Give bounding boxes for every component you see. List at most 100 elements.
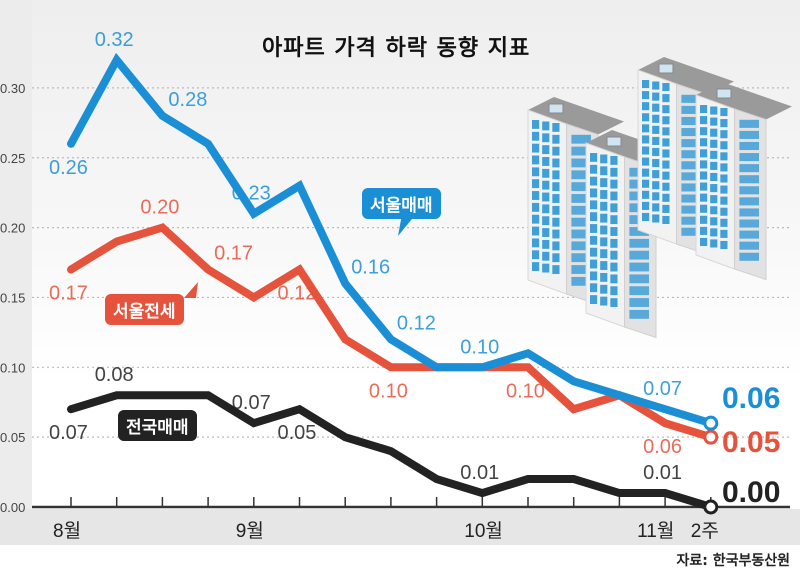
building-window [720, 229, 728, 238]
rooftop-unit [716, 88, 732, 99]
building-window [720, 174, 728, 183]
building-window [681, 150, 701, 159]
data-labels: 0.26 0.32 0.28 0.23 0.16 0.12 0.10 0.07 0.06 0.17… [49, 29, 780, 509]
building-window [600, 237, 608, 247]
building-window [739, 208, 759, 217]
building-window [739, 153, 759, 162]
building-window [600, 190, 608, 199]
building-window [720, 141, 728, 150]
building-window [542, 192, 550, 202]
building-window [600, 272, 608, 282]
legend-tag-pointer [184, 282, 198, 298]
legend-tag-national-sales: 전국매매 [118, 410, 197, 441]
building-window [542, 180, 550, 190]
building-window [532, 167, 540, 177]
x-tick-label: 8월 [53, 520, 81, 542]
building-window [642, 179, 650, 188]
building-window [739, 141, 759, 151]
building-window [700, 116, 708, 125]
building-window [681, 227, 701, 236]
building-window [720, 130, 728, 139]
building-window [710, 195, 718, 204]
building-window [600, 225, 608, 235]
building-window [652, 81, 660, 90]
data-label: 0.17 [49, 283, 88, 305]
legend-tag-pointer [398, 214, 416, 236]
y-axis-ticks: 0.00 0.05 0.10 0.15 0.20 0.25 0.30 [0, 81, 25, 515]
data-label: 0.07 [49, 422, 88, 444]
series-lines [67, 52, 719, 515]
building-window [552, 265, 560, 274]
building-window [532, 143, 540, 153]
building-window [571, 217, 591, 227]
building-window [662, 182, 670, 191]
building-window [720, 196, 728, 205]
building-window [652, 114, 660, 123]
y-tick-label: 0.00 [0, 500, 25, 515]
building-window [662, 160, 670, 169]
building-window [642, 102, 650, 111]
building-window [600, 178, 608, 188]
end-value-label: 0.00 [722, 476, 780, 509]
building-window [629, 298, 649, 307]
building-window [681, 205, 701, 214]
building-window [590, 271, 598, 281]
building-window [532, 155, 540, 165]
building-window [652, 92, 660, 101]
building-window [652, 136, 660, 145]
building-window [720, 163, 728, 172]
building-window [571, 134, 591, 144]
building-window [552, 217, 560, 227]
building-window [681, 94, 701, 103]
legend-tag-seoul-sales: 서울매매 [362, 188, 441, 219]
rooftop-unit [658, 63, 674, 74]
building-window [571, 194, 591, 203]
building-window [532, 238, 540, 248]
data-label: 0.28 [168, 89, 207, 111]
building-window [681, 161, 701, 170]
building-window [600, 213, 608, 223]
series-line-seoul_sales [67, 52, 715, 428]
building-window [629, 309, 649, 319]
building-window [590, 176, 598, 186]
building-window [739, 130, 759, 139]
building-window [681, 116, 701, 126]
building-window [700, 127, 708, 136]
line-chart: 0.00 0.05 0.10 0.15 0.20 0.25 0.30 8월 9월 10월 11월 2… [0, 29, 792, 542]
building-window [739, 186, 759, 195]
building-window [652, 103, 660, 112]
x-tick-label: 9월 [236, 520, 264, 542]
building-window [542, 145, 550, 155]
building-window [552, 229, 560, 239]
building-window [710, 228, 718, 237]
building-window [610, 227, 618, 236]
end-point-marker [703, 429, 719, 445]
building-window [700, 138, 708, 147]
building-window [552, 134, 560, 144]
building-window [642, 124, 650, 133]
building-window [610, 167, 618, 177]
building-window [610, 203, 618, 213]
y-tick-label: 0.15 [0, 290, 25, 305]
building-window [662, 193, 670, 202]
data-label: 0.07 [232, 392, 271, 414]
building-window [590, 188, 598, 198]
building-window [652, 192, 660, 201]
building-window [600, 166, 608, 176]
building-window [610, 274, 618, 284]
y-tick-label: 0.30 [0, 81, 25, 96]
building-window [642, 157, 650, 166]
building-window [710, 184, 718, 193]
data-label: 0.23 [232, 183, 271, 205]
x-tick-label: 10월 [464, 520, 503, 542]
building-window [542, 133, 550, 143]
building-window [710, 106, 718, 115]
building-window [600, 261, 608, 270]
building-window [532, 226, 540, 236]
building-window [542, 168, 550, 178]
building-window [720, 119, 728, 128]
building-window [739, 230, 759, 239]
building-window [571, 205, 591, 215]
building-window [590, 212, 598, 222]
building-window [590, 200, 598, 210]
